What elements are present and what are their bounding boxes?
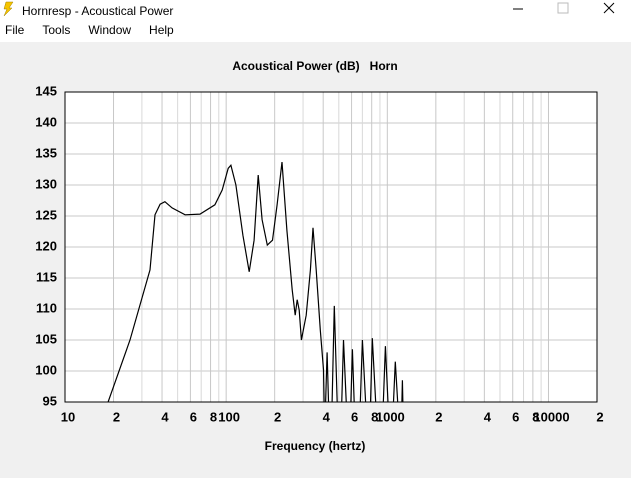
x-tick-label: 2 [113, 409, 120, 424]
y-tick-label: 135 [35, 145, 57, 160]
x-tick-label: 6 [512, 409, 519, 424]
x-tick-label: 2 [274, 409, 281, 424]
menu-item[interactable]: Help [149, 23, 174, 37]
x-tick-label: 10000 [533, 409, 569, 424]
x-tick-label: 4 [484, 409, 492, 424]
y-tick-label: 105 [35, 331, 57, 346]
close-button[interactable] [603, 2, 615, 14]
menu-item[interactable]: Window [88, 23, 131, 37]
x-tick-label: 2 [596, 409, 603, 424]
y-tick-label: 95 [43, 393, 57, 408]
x-tick-label: 6 [351, 409, 358, 424]
x-tick-label: 1000 [376, 409, 405, 424]
menu-item[interactable]: File [5, 23, 25, 37]
maximize-button[interactable] [557, 2, 569, 14]
menu-item[interactable]: Tools [42, 23, 70, 37]
y-tick-label: 140 [35, 114, 57, 129]
chart-title: Acoustical Power (dB) Horn [232, 59, 397, 73]
x-tick-label: 4 [161, 409, 169, 424]
x-tick-label: 8 [532, 409, 539, 424]
x-tick-label: 8 [210, 409, 217, 424]
y-tick-label: 110 [36, 300, 57, 315]
power-curve [107, 162, 404, 402]
x-tick-label: 8 [371, 409, 378, 424]
y-tick-label: 145 [35, 83, 57, 98]
y-tick-label: 100 [35, 362, 57, 377]
x-tick-label: 10 [61, 409, 75, 424]
plot-frame [64, 91, 598, 403]
y-tick-label: 130 [35, 176, 57, 191]
window-title: Hornresp - Acoustical Power [22, 4, 173, 18]
x-axis-label: Frequency (hertz) [265, 439, 366, 453]
x-tick-label: 4 [323, 409, 331, 424]
y-tick-label: 125 [35, 207, 57, 222]
x-tick-label: 6 [190, 409, 197, 424]
y-tick-label: 120 [35, 238, 57, 253]
y-tick-label: 115 [36, 269, 57, 284]
app-icon [3, 1, 14, 17]
x-tick-label: 2 [435, 409, 442, 424]
title-menu-bg [0, 0, 631, 42]
x-tick-label: 100 [218, 409, 240, 424]
